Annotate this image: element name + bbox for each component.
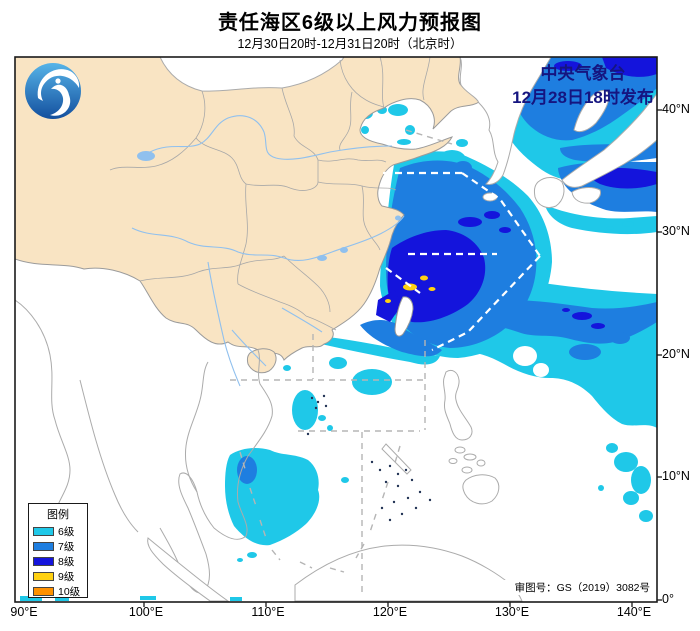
province-boundaries [109,57,431,331]
legend-box: 图例 6级 7级 8级 9级 10级 [28,503,88,598]
lon-label-140e: 140°E [616,605,652,619]
legend-item-8: 8级 [33,554,87,569]
lat-label-0: 0° [662,592,674,606]
foreign-landmasses [15,57,657,602]
issuer-agency: 中央气象台 [540,64,626,83]
hainan-island [246,348,277,374]
japan-honshu-west [573,89,610,133]
japan-kyushu [533,177,565,209]
legend-swatch-6 [33,527,54,536]
map-frame [14,56,658,603]
lat-label-40n: 40°N [662,102,690,116]
lakes [137,151,401,261]
reef-island-specks [306,394,432,522]
lat-label-10n: 10°N [662,469,690,483]
legend-swatch-7 [33,542,54,551]
page-title: 责任海区6级以上风力预报图 [217,12,483,34]
legend-item-10: 10级 [33,584,87,599]
bay-of-bengal-coast [15,299,71,506]
sea-zone-boundaries-gray [230,129,453,597]
china-landmass [15,57,480,374]
myanmar-coast [79,379,139,533]
legend-swatch-8 [33,557,54,566]
issuer-time: 12月28日18时发布 [512,88,654,107]
korea-peninsula [459,57,552,185]
legend-title: 图例 [47,509,69,521]
lon-label-110e: 110°E [251,605,285,619]
legend-item-9: 9级 [33,569,87,584]
lon-label-120e: 120°E [372,605,408,619]
lon-label-100e: 100°E [128,605,164,619]
sumatra-island [147,537,230,602]
cma-logo [25,63,81,119]
rivers [131,115,405,387]
taiwan-island [394,296,414,337]
lon-label-90e: 90°E [10,605,38,619]
legend-swatch-10 [33,587,54,596]
legend-swatch-9 [33,572,54,581]
forecast-period: 12月30日20时-12月31日20时（北京时） [237,37,463,51]
mindanao-island [462,474,500,505]
sea-zone-boundaries-white [383,171,541,351]
sea-gaps [331,346,549,404]
luzon-island [442,369,473,441]
japan-honshu [561,92,657,188]
japan-shikoku [571,187,601,204]
legend-item-7: 7级 [33,539,87,554]
lon-label-130e: 130°E [494,605,530,619]
mongolia-area [159,57,345,92]
map-review-number: 审图号：GS（2019）3082号 [486,580,650,595]
lat-label-30n: 30°N [662,224,690,238]
thailand-borders [185,361,209,493]
legend-item-6: 6级 [33,524,87,539]
issuer-annotation: 中央气象台 12月28日18时发布 [498,62,668,110]
lat-label-20n: 20°N [662,347,690,361]
axis-ticks [143,109,662,607]
